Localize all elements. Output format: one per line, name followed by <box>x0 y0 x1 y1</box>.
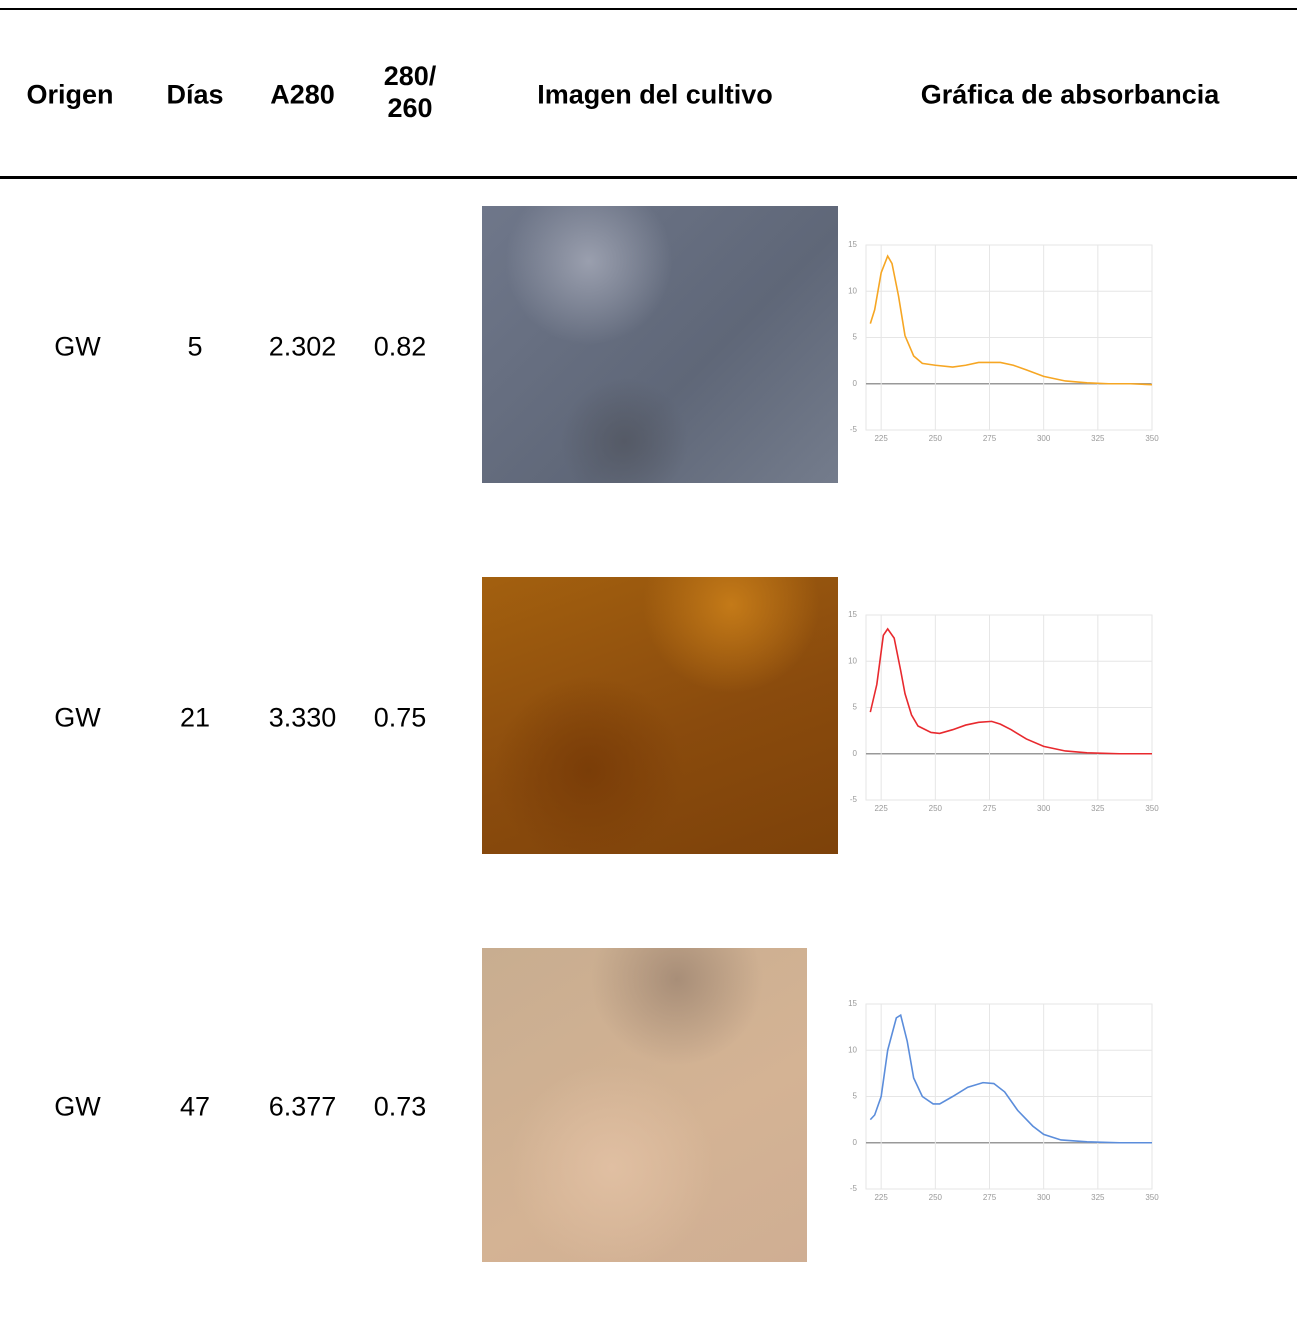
absorbance-line <box>870 1015 1152 1143</box>
y-tick-label: 0 <box>853 749 858 758</box>
table-cell: GW <box>40 332 115 363</box>
header-cell: Gráfica de absorbancia <box>870 80 1270 111</box>
x-tick-label: 325 <box>1091 804 1105 813</box>
table-cell: 47 <box>160 1092 230 1123</box>
x-tick-label: 325 <box>1091 434 1105 443</box>
header-cell: Origen <box>10 80 130 111</box>
x-tick-label: 225 <box>874 1193 888 1202</box>
table-cell: 2.302 <box>250 332 355 363</box>
top-rule <box>0 8 1297 10</box>
y-tick-label: 10 <box>848 1045 857 1054</box>
x-tick-label: 350 <box>1145 1193 1159 1202</box>
table-cell: 5 <box>160 332 230 363</box>
table-cell: 0.82 <box>355 332 445 363</box>
x-tick-label: 250 <box>929 804 943 813</box>
y-tick-label: 0 <box>853 379 858 388</box>
x-tick-label: 250 <box>929 1193 943 1202</box>
y-tick-label: -5 <box>850 1184 858 1193</box>
x-tick-label: 325 <box>1091 1193 1105 1202</box>
table-cell: 0.73 <box>355 1092 445 1123</box>
x-tick-label: 275 <box>983 804 997 813</box>
absorbance-chart: -5 0 5 10 15 225 250 275 300 325 350 <box>845 600 1165 815</box>
table-cell: 21 <box>160 703 230 734</box>
x-tick-label: 225 <box>874 434 888 443</box>
x-tick-label: 300 <box>1037 804 1051 813</box>
culture-image <box>482 948 807 1262</box>
y-tick-label: 10 <box>848 286 857 295</box>
y-tick-label: -5 <box>850 795 858 804</box>
x-tick-label: 300 <box>1037 1193 1051 1202</box>
y-tick-label: 15 <box>848 610 857 619</box>
x-tick-label: 350 <box>1145 804 1159 813</box>
header-cell: Días <box>150 80 240 111</box>
x-tick-label: 275 <box>983 434 997 443</box>
absorbance-line <box>870 256 1152 385</box>
x-tick-label: 225 <box>874 804 888 813</box>
x-tick-label: 250 <box>929 434 943 443</box>
table-cell: 3.330 <box>250 703 355 734</box>
y-tick-label: 5 <box>853 703 858 712</box>
header-cell: A280 <box>255 80 350 111</box>
x-tick-label: 300 <box>1037 434 1051 443</box>
y-tick-label: 15 <box>848 240 857 249</box>
y-tick-label: 10 <box>848 656 857 665</box>
table-cell: GW <box>40 1092 115 1123</box>
page: Origen Días A280 280/ 260 Imagen del cul… <box>0 0 1297 1322</box>
absorbance-chart: -5 0 5 10 15 225 250 275 300 325 350 <box>845 230 1165 445</box>
y-tick-label: 5 <box>853 333 858 342</box>
x-tick-label: 275 <box>983 1193 997 1202</box>
y-tick-label: 5 <box>853 1092 858 1101</box>
table-cell: 6.377 <box>250 1092 355 1123</box>
x-tick-label: 350 <box>1145 434 1159 443</box>
y-tick-label: -5 <box>850 425 858 434</box>
header-cell: Imagen del cultivo <box>480 80 830 111</box>
header-rule <box>0 176 1297 179</box>
culture-image <box>482 206 838 483</box>
culture-image <box>482 577 838 854</box>
header-cell: 280/ 260 <box>375 60 445 124</box>
absorbance-line <box>870 629 1152 754</box>
absorbance-chart: -5 0 5 10 15 225 250 275 300 325 350 <box>845 989 1165 1204</box>
y-tick-label: 0 <box>853 1138 858 1147</box>
y-tick-label: 15 <box>848 999 857 1008</box>
table-cell: 0.75 <box>355 703 445 734</box>
table-cell: GW <box>40 703 115 734</box>
